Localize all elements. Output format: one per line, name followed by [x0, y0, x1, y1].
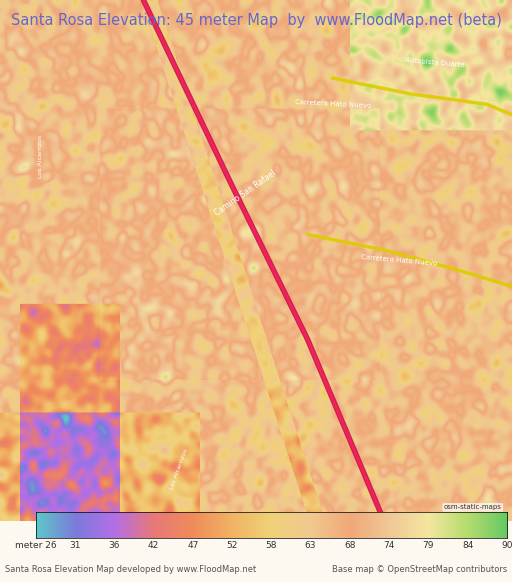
Text: 47: 47 [187, 541, 199, 550]
Text: Santa Rosa Elevation: 45 meter Map  by  www.FloodMap.net (beta): Santa Rosa Elevation: 45 meter Map by ww… [11, 13, 501, 28]
Text: 31: 31 [69, 541, 81, 550]
Text: 36: 36 [109, 541, 120, 550]
Text: Los Alcarrizos: Los Alcarrizos [38, 134, 44, 178]
Text: Carretera Hato Nuevo: Carretera Hato Nuevo [361, 254, 438, 267]
Text: 52: 52 [226, 541, 238, 550]
Text: meter 26: meter 26 [15, 541, 57, 550]
Text: 63: 63 [305, 541, 316, 550]
Text: 68: 68 [344, 541, 356, 550]
Text: osm-static-maps: osm-static-maps [444, 505, 502, 510]
Text: Santa Rosa Elevation Map developed by www.FloodMap.net: Santa Rosa Elevation Map developed by ww… [5, 566, 257, 574]
Text: Los Alcarrizos: Los Alcarrizos [169, 448, 189, 490]
Text: Base map © OpenStreetMap contributors: Base map © OpenStreetMap contributors [332, 566, 507, 574]
Text: 58: 58 [266, 541, 277, 550]
Text: 42: 42 [148, 541, 159, 550]
Text: 74: 74 [383, 541, 395, 550]
Text: 84: 84 [462, 541, 473, 550]
Text: Carretera Hato Nuevo: Carretera Hato Nuevo [294, 99, 371, 109]
Text: Autopista Duarte: Autopista Duarte [406, 57, 465, 68]
Text: Camino San Rafael: Camino San Rafael [214, 168, 278, 217]
Text: 79: 79 [422, 541, 434, 550]
Text: 90: 90 [501, 541, 512, 550]
